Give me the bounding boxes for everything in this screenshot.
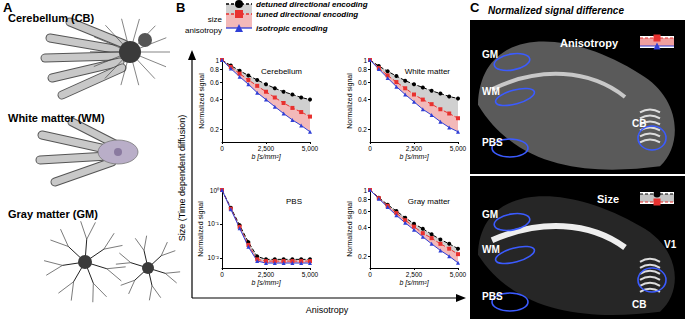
svg-text:2,500: 2,500 xyxy=(406,145,423,152)
svg-text:Size: Size xyxy=(597,193,619,205)
svg-text:WM: WM xyxy=(482,86,500,97)
svg-text:Normalized signal: Normalized signal xyxy=(198,73,206,129)
svg-text:5,000: 5,000 xyxy=(450,271,467,278)
svg-text:1: 1 xyxy=(215,57,219,64)
svg-text:White matter: White matter xyxy=(405,67,451,76)
svg-text:Anisotropy: Anisotropy xyxy=(560,37,619,49)
svg-text:GM: GM xyxy=(482,209,498,220)
svg-text:Size (Time dependent diffusion: Size (Time dependent diffusion) xyxy=(177,115,187,242)
svg-text:WM: WM xyxy=(482,244,500,255)
svg-text:Cerebellum: Cerebellum xyxy=(261,67,302,76)
svg-text:0.8: 0.8 xyxy=(210,66,219,73)
svg-text:B: B xyxy=(176,0,185,15)
svg-text:2,500: 2,500 xyxy=(406,271,423,278)
svg-text:0.8: 0.8 xyxy=(358,66,367,73)
svg-text:0.4: 0.4 xyxy=(358,96,367,103)
svg-text:V1: V1 xyxy=(664,239,677,250)
svg-text:detuned directional encoding: detuned directional encoding xyxy=(256,0,368,9)
svg-text:0.6: 0.6 xyxy=(358,208,367,215)
svg-text:5,000: 5,000 xyxy=(450,145,467,152)
svg-text:5,000: 5,000 xyxy=(302,145,319,152)
svg-text:0.2: 0.2 xyxy=(358,253,367,260)
svg-text:Gray matter (GM): Gray matter (GM) xyxy=(8,208,98,220)
svg-text:0.6: 0.6 xyxy=(358,79,367,86)
svg-text:b [s/mm²]: b [s/mm²] xyxy=(251,279,281,287)
svg-text:10⁻²: 10⁻² xyxy=(208,254,220,261)
svg-text:2,500: 2,500 xyxy=(258,145,275,152)
svg-text:GM: GM xyxy=(482,49,498,60)
svg-text:1: 1 xyxy=(363,187,367,194)
svg-text:1: 1 xyxy=(363,57,367,64)
svg-text:anisotropy: anisotropy xyxy=(185,26,222,35)
svg-text:0.2: 0.2 xyxy=(358,126,367,133)
svg-text:tuned directional encoding: tuned directional encoding xyxy=(256,10,358,19)
svg-text:PBS: PBS xyxy=(286,197,302,206)
svg-text:0.2: 0.2 xyxy=(210,126,219,133)
svg-text:size: size xyxy=(208,15,223,24)
svg-text:C: C xyxy=(470,0,480,15)
svg-text:0: 0 xyxy=(220,271,224,278)
svg-text:Normalized signal: Normalized signal xyxy=(346,201,354,257)
svg-text:10⁰: 10⁰ xyxy=(210,187,220,194)
svg-text:Normalized signal difference: Normalized signal difference xyxy=(488,5,624,16)
svg-text:10⁻¹: 10⁻¹ xyxy=(208,220,220,227)
svg-text:5,000: 5,000 xyxy=(302,271,319,278)
svg-text:CB: CB xyxy=(632,118,646,129)
svg-text:b [s/mm²]: b [s/mm²] xyxy=(399,279,429,287)
svg-text:0: 0 xyxy=(368,145,372,152)
svg-text:PBS: PBS xyxy=(482,137,503,148)
svg-text:PBS: PBS xyxy=(482,291,503,302)
svg-text:Anisotropy: Anisotropy xyxy=(306,305,349,315)
svg-text:0.8: 0.8 xyxy=(358,196,367,203)
svg-text:CB: CB xyxy=(632,299,646,310)
svg-text:Gray matter: Gray matter xyxy=(408,197,451,206)
svg-text:b [s/mm²]: b [s/mm²] xyxy=(399,153,429,161)
svg-text:0.4: 0.4 xyxy=(210,96,219,103)
svg-text:Normalized signal: Normalized signal xyxy=(197,201,205,257)
svg-text:isotropic encoding: isotropic encoding xyxy=(256,24,328,33)
svg-text:0: 0 xyxy=(220,145,224,152)
svg-text:2,500: 2,500 xyxy=(258,271,275,278)
svg-text:0.4: 0.4 xyxy=(358,224,367,231)
svg-text:b [s/mm²]: b [s/mm²] xyxy=(251,153,281,161)
svg-text:Normalized signal: Normalized signal xyxy=(346,73,354,129)
svg-text:White matter (WM): White matter (WM) xyxy=(8,112,105,124)
svg-text:0.6: 0.6 xyxy=(210,79,219,86)
svg-text:Cerebellum (CB): Cerebellum (CB) xyxy=(8,12,95,24)
svg-text:0: 0 xyxy=(368,271,372,278)
svg-text:A: A xyxy=(3,0,13,15)
